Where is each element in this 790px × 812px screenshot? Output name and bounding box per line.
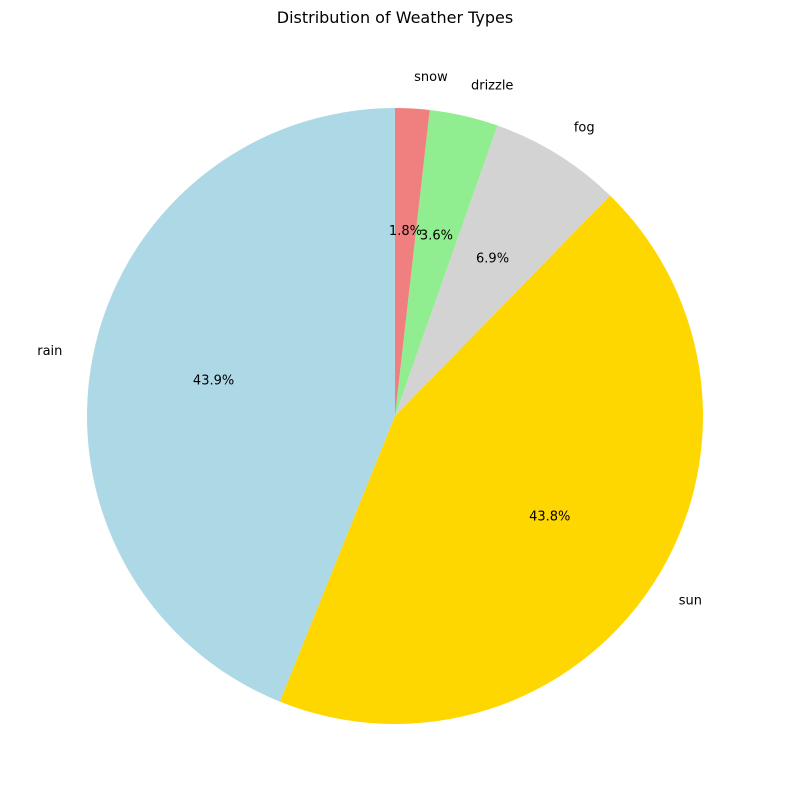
slice-label-snow: snow bbox=[414, 70, 448, 85]
pie-slice-sun bbox=[279, 195, 703, 724]
percent-label-rain: 43.9% bbox=[193, 373, 234, 388]
percent-label-fog: 6.9% bbox=[476, 252, 509, 267]
slice-label-sun: sun bbox=[679, 594, 702, 609]
pie-slices bbox=[86, 108, 703, 724]
pie-slice-fog bbox=[395, 125, 611, 417]
slice-label-drizzle: drizzle bbox=[471, 78, 513, 93]
percent-labels: 43.9% 43.8% 6.9% 3.6%1.8% bbox=[193, 224, 571, 524]
slice-label-rain: rain bbox=[37, 344, 62, 359]
pie-slice-drizzle bbox=[395, 109, 498, 417]
percent-label-snow: 1.8% bbox=[389, 224, 422, 239]
chart-title: Distribution of Weather Types bbox=[277, 8, 513, 27]
pie-slice-rain bbox=[86, 108, 395, 702]
pie-slice-snow bbox=[395, 108, 430, 416]
slice-label-fog: fog bbox=[574, 121, 595, 136]
percent-label-sun: 43.8% bbox=[529, 509, 570, 524]
slice-labels: rain sun fog drizzle snow bbox=[37, 70, 702, 608]
percent-label-drizzle: 3.6% bbox=[420, 228, 453, 243]
